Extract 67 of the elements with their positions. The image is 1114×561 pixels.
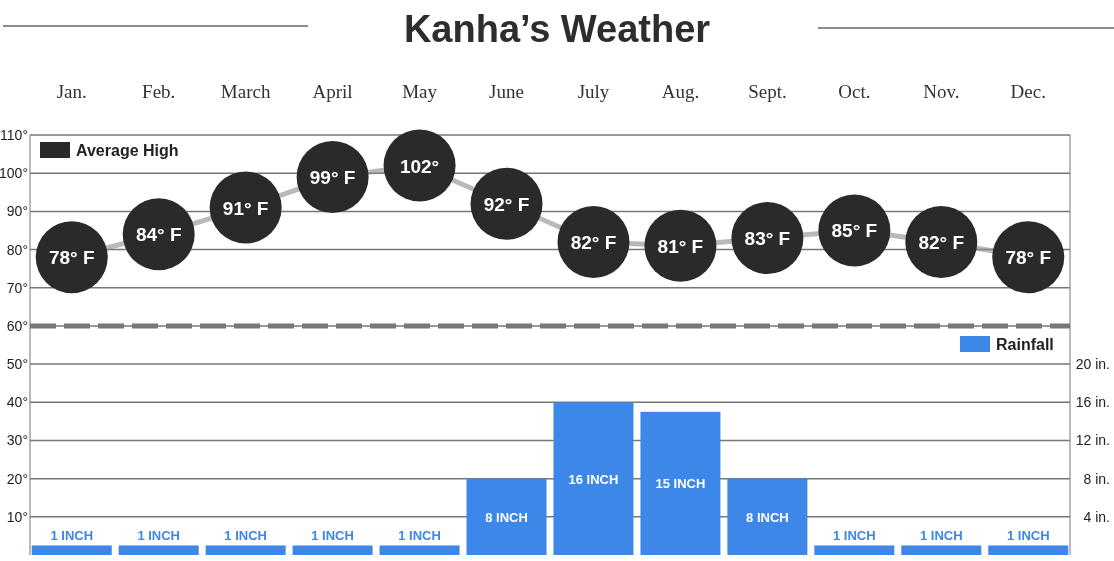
data-label: 15 INCH — [655, 476, 706, 492]
x-tick-label: July — [577, 81, 610, 102]
y2-tick-label: 8 in. — [1083, 470, 1110, 487]
y2-tick-label: 20 in. — [1075, 356, 1110, 373]
y-tick-label: 80° — [6, 241, 28, 258]
y-tick-label: 60° — [6, 317, 28, 334]
y-tick-label: 40° — [6, 394, 28, 411]
y2-tick-label: 16 in. — [1075, 394, 1110, 411]
data-label: 99° F — [309, 167, 356, 189]
y-tick-label: 100° — [0, 165, 28, 182]
x-tick-label: May — [402, 81, 438, 102]
data-label: 1 INCH — [833, 528, 876, 544]
x-tick-label: Aug. — [661, 81, 700, 102]
data-label: 1 INCH — [137, 528, 181, 544]
data-label: 102° — [399, 155, 440, 177]
x-tick-label: Feb. — [142, 81, 176, 102]
data-label: 1 INCH — [50, 528, 94, 544]
data-label: 84° F — [135, 224, 182, 246]
data-label: 8 INCH — [746, 509, 789, 525]
x-tick-label: June — [489, 81, 524, 102]
data-label: 85° F — [831, 220, 878, 242]
data-label: 8 INCH — [485, 509, 528, 525]
y-tick-label: 20° — [6, 470, 28, 487]
bar — [292, 545, 373, 555]
legend-label: Rainfall — [996, 336, 1054, 353]
bar — [553, 402, 634, 555]
bar — [901, 545, 982, 555]
bar — [727, 478, 808, 555]
bar — [205, 545, 286, 555]
data-label: 92° F — [483, 193, 530, 215]
data-label: 78° F — [1005, 247, 1052, 269]
y-tick-label: 90° — [6, 203, 28, 220]
x-tick-label: Sept. — [748, 81, 787, 102]
bar — [31, 545, 112, 555]
data-label: 1 INCH — [1006, 528, 1050, 544]
data-label: 1 INCH — [919, 528, 963, 544]
x-tick-label: Nov. — [923, 81, 960, 102]
bar — [379, 545, 460, 555]
data-label: 1 INCH — [224, 528, 267, 544]
y-tick-label: 30° — [6, 432, 28, 449]
y-tick-label: 10° — [6, 508, 28, 525]
y-tick-label: 70° — [6, 279, 28, 296]
data-label: 78° F — [48, 247, 95, 269]
data-label: 91° F — [222, 197, 269, 219]
legend-label: Average High — [76, 142, 179, 159]
data-label: 83° F — [744, 228, 791, 250]
bar — [466, 478, 547, 555]
bar — [988, 545, 1069, 555]
data-label: 16 INCH — [568, 471, 619, 487]
y-tick-label: 50° — [6, 356, 28, 373]
x-tick-label: April — [312, 81, 353, 102]
y-tick-label: 110° — [0, 127, 28, 144]
y2-tick-label: 4 in. — [1083, 508, 1110, 525]
bar — [118, 545, 199, 555]
y2-tick-label: 12 in. — [1075, 432, 1110, 449]
x-tick-label: Jan. — [56, 81, 87, 102]
x-tick-label: Oct. — [838, 81, 871, 102]
x-tick-label: March — [220, 81, 271, 102]
data-label: 1 INCH — [311, 528, 354, 544]
data-label: 82° F — [918, 231, 965, 253]
chart-title: Kanha’s Weather — [403, 8, 711, 50]
bar — [640, 411, 721, 555]
data-label: 82° F — [570, 231, 617, 253]
data-label: 1 INCH — [398, 528, 441, 544]
bar — [814, 545, 895, 555]
data-label: 81° F — [657, 235, 704, 257]
x-tick-label: Dec. — [1010, 81, 1046, 102]
